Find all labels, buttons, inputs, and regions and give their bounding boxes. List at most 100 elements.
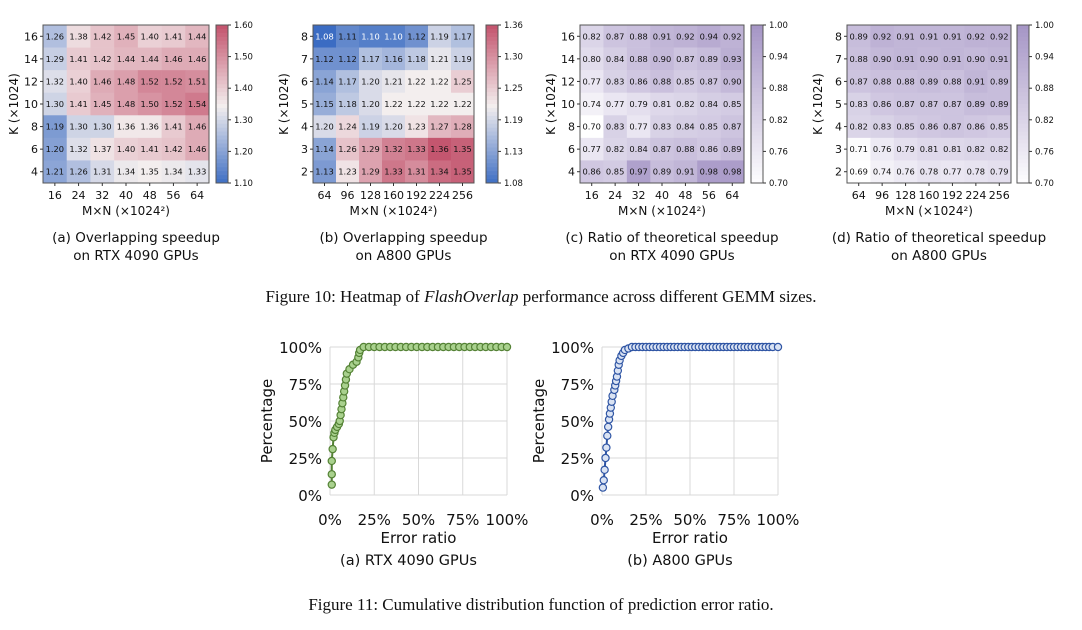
colorbar-segment <box>216 100 228 105</box>
cell-value-label: 0.82 <box>849 122 867 132</box>
cell-value-label: 0.83 <box>849 99 867 109</box>
heatmap-cell <box>964 70 988 94</box>
heatmap-cell <box>451 137 475 161</box>
x-tick-label: 0% <box>590 511 614 529</box>
y-tick-label: 14 <box>24 53 38 66</box>
cell-value-label: 1.32 <box>69 144 87 154</box>
heatmap-cell <box>580 47 604 71</box>
cell-value-label: 1.40 <box>140 31 158 41</box>
cell-value-label: 0.93 <box>723 54 741 64</box>
cell-value-label: 1.22 <box>430 99 448 109</box>
data-point <box>328 444 337 454</box>
x-tick-label: 24 <box>72 189 86 202</box>
cell-value-label: 1.52 <box>164 76 182 86</box>
cell-value-label: 0.98 <box>723 167 741 177</box>
cell-value-label: 0.83 <box>606 122 624 132</box>
heatmap-cell <box>359 137 383 161</box>
colorbar-tick-label: 1.36 <box>504 21 523 31</box>
cell-value-label: 1.36 <box>140 122 158 132</box>
cell-value-label: 0.86 <box>700 144 718 154</box>
heatmap-cell <box>940 115 965 139</box>
y-tick-label: 2 <box>835 166 842 179</box>
heatmap-cell <box>359 115 383 139</box>
colorbar-segment <box>1017 107 1029 113</box>
colorbar-segment <box>486 28 498 34</box>
colorbar-segment <box>1017 44 1029 50</box>
heatmap-cell <box>720 115 745 139</box>
heatmap-cell <box>847 160 871 184</box>
heatmap-cell <box>382 160 406 184</box>
data-point <box>327 480 336 489</box>
x-tick-label: 56 <box>702 189 716 202</box>
colorbar-segment <box>486 111 498 117</box>
colorbar-tick-label: 0.82 <box>769 116 788 126</box>
cell-value-label: 1.40 <box>117 144 135 154</box>
cell-value-label: 1.22 <box>384 99 402 109</box>
heatmap-cell <box>382 92 406 116</box>
data-point <box>598 483 608 492</box>
cell-value-label: 1.46 <box>93 76 111 86</box>
cell-value-label: 1.26 <box>69 167 87 177</box>
heatmap-cell <box>870 115 895 139</box>
heatmap-cell <box>137 137 162 161</box>
cell-value-label: 1.29 <box>361 167 379 177</box>
colorbar-tick-label: 0.88 <box>769 84 788 94</box>
subfigure-caption: (d) Ratio of theoretical speedup <box>832 230 1046 246</box>
cell-value-label: 0.85 <box>896 122 914 132</box>
x-tick-label: 100% <box>757 511 800 529</box>
heatmap-cell <box>313 25 337 48</box>
cell-value-label: 1.20 <box>361 76 379 86</box>
colorbar-segment <box>216 167 228 172</box>
heatmap-cell <box>940 137 965 161</box>
heatmap-cell <box>893 47 918 71</box>
heatmap-cell <box>43 115 68 139</box>
cell-value-label: 1.20 <box>315 122 333 132</box>
heatmap-cell <box>66 25 91 48</box>
colorbar-segment <box>1017 25 1029 30</box>
heatmap-cell <box>673 92 698 116</box>
colorbar-segment <box>1017 119 1029 125</box>
cell-value-label: 0.82 <box>606 144 624 154</box>
colorbar-segment <box>1017 72 1029 77</box>
cell-value-label: 1.14 <box>315 76 333 86</box>
heatmap-cell <box>451 115 475 139</box>
data-point <box>599 476 608 485</box>
cell-value-label: 0.90 <box>967 54 985 64</box>
cell-value-label: 1.41 <box>140 144 158 154</box>
colorbar-segment <box>486 155 498 160</box>
y-tick-label: 6 <box>835 75 842 88</box>
heatmap-cell <box>673 70 698 94</box>
heatmap-cell <box>90 92 115 116</box>
heatmap-cell <box>359 25 383 48</box>
cell-value-label: 1.22 <box>453 99 471 109</box>
colorbar-segment <box>216 25 228 30</box>
x-tick-label: 256 <box>452 189 473 202</box>
heatmap-cell <box>847 70 871 94</box>
x-axis-label: Error ratio <box>652 529 728 547</box>
colorbar-segment <box>1017 84 1029 89</box>
cell-value-label: 0.87 <box>700 76 718 86</box>
colorbar-segment <box>1017 127 1029 133</box>
x-tick-label: 56 <box>166 189 180 202</box>
y-tick-label: 5 <box>301 98 308 111</box>
colorbar-segment <box>1017 139 1029 144</box>
cell-value-label: 0.88 <box>629 54 647 64</box>
heatmap-cell <box>114 160 139 184</box>
heatmap-cell <box>964 47 988 71</box>
colorbar-segment <box>486 104 498 109</box>
cell-value-label: 0.87 <box>896 99 914 109</box>
cell-value-label: 1.36 <box>430 144 448 154</box>
heatmap-cell <box>43 70 68 94</box>
colorbar-segment <box>486 135 498 141</box>
cell-value-label: 1.17 <box>338 76 356 86</box>
cell-value-label: 1.41 <box>69 99 87 109</box>
data-point <box>601 453 610 463</box>
heatmap-cell <box>66 115 91 139</box>
heatmap-cell <box>870 137 895 161</box>
cell-value-label: 1.11 <box>338 31 356 41</box>
heatmap-cell <box>313 70 337 94</box>
y-tick-label: 25% <box>561 450 594 468</box>
cell-value-label: 0.91 <box>990 54 1008 64</box>
heatmap-cell <box>847 92 871 116</box>
